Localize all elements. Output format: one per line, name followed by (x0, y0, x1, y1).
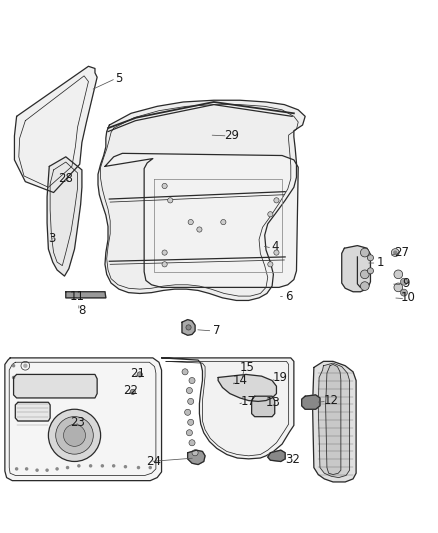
Text: 10: 10 (401, 292, 416, 304)
Circle shape (137, 372, 142, 377)
Text: 23: 23 (70, 416, 85, 429)
Circle shape (77, 464, 81, 467)
Circle shape (168, 198, 173, 203)
Text: 6: 6 (285, 289, 293, 303)
Polygon shape (105, 154, 298, 287)
Circle shape (400, 278, 407, 285)
Polygon shape (318, 363, 350, 478)
Circle shape (66, 466, 69, 470)
Polygon shape (313, 361, 356, 482)
Polygon shape (14, 66, 97, 192)
Circle shape (268, 212, 273, 217)
Circle shape (130, 389, 135, 394)
Circle shape (360, 282, 369, 290)
Circle shape (12, 376, 15, 379)
Circle shape (187, 398, 194, 405)
Circle shape (360, 248, 369, 257)
Text: 28: 28 (58, 172, 73, 185)
Text: 17: 17 (241, 395, 256, 408)
Polygon shape (47, 157, 82, 276)
Circle shape (23, 364, 28, 368)
Circle shape (367, 255, 374, 261)
Circle shape (25, 467, 28, 471)
Circle shape (391, 249, 399, 256)
Circle shape (186, 430, 192, 436)
Text: 5: 5 (115, 72, 123, 85)
Text: 9: 9 (403, 277, 410, 290)
Polygon shape (66, 292, 106, 298)
Text: 32: 32 (285, 453, 300, 466)
Circle shape (56, 417, 93, 454)
Text: 7: 7 (213, 325, 221, 337)
Text: 12: 12 (324, 394, 339, 407)
Polygon shape (218, 375, 276, 401)
Circle shape (182, 369, 188, 375)
Circle shape (48, 409, 101, 462)
Polygon shape (98, 100, 305, 301)
Circle shape (187, 419, 194, 425)
Text: 4: 4 (272, 240, 279, 253)
Circle shape (185, 409, 191, 415)
Circle shape (186, 325, 191, 330)
Circle shape (197, 227, 202, 232)
Polygon shape (268, 450, 285, 462)
Text: 21: 21 (130, 367, 145, 379)
Text: 15: 15 (240, 361, 255, 374)
Text: 3: 3 (48, 232, 55, 245)
Circle shape (89, 464, 92, 467)
Circle shape (162, 262, 167, 267)
Circle shape (162, 250, 167, 255)
Circle shape (124, 465, 127, 469)
Polygon shape (342, 246, 371, 292)
Polygon shape (182, 320, 195, 335)
Circle shape (394, 270, 403, 279)
Polygon shape (15, 402, 50, 421)
Circle shape (221, 220, 226, 225)
Text: 29: 29 (225, 130, 240, 142)
Polygon shape (5, 358, 162, 481)
Circle shape (400, 289, 407, 296)
Circle shape (274, 198, 279, 203)
Circle shape (274, 250, 279, 255)
Circle shape (148, 466, 152, 470)
Circle shape (192, 450, 198, 456)
Circle shape (360, 270, 369, 279)
Text: 11: 11 (70, 290, 85, 303)
Circle shape (393, 251, 397, 255)
Circle shape (55, 467, 59, 471)
Circle shape (46, 469, 49, 472)
Circle shape (137, 466, 140, 470)
Polygon shape (187, 450, 205, 465)
Text: 8: 8 (79, 303, 86, 317)
Text: 1: 1 (376, 256, 384, 269)
Circle shape (12, 364, 15, 367)
Text: 24: 24 (146, 455, 161, 468)
Text: 19: 19 (272, 372, 287, 384)
Polygon shape (302, 395, 320, 409)
Text: 13: 13 (266, 396, 281, 409)
Circle shape (189, 440, 195, 446)
Circle shape (367, 268, 374, 274)
Circle shape (394, 283, 403, 292)
Circle shape (64, 424, 85, 446)
Circle shape (35, 469, 39, 472)
Text: 22: 22 (124, 384, 138, 398)
Circle shape (112, 464, 116, 467)
Polygon shape (162, 358, 294, 459)
Text: 14: 14 (233, 374, 247, 387)
Circle shape (101, 464, 104, 467)
Polygon shape (252, 396, 275, 417)
Circle shape (162, 183, 167, 189)
Circle shape (15, 467, 18, 471)
Circle shape (186, 387, 192, 393)
Circle shape (189, 377, 195, 384)
Circle shape (268, 262, 273, 267)
Polygon shape (14, 375, 97, 398)
Text: 27: 27 (394, 246, 409, 259)
Circle shape (188, 220, 193, 225)
Polygon shape (325, 365, 341, 474)
